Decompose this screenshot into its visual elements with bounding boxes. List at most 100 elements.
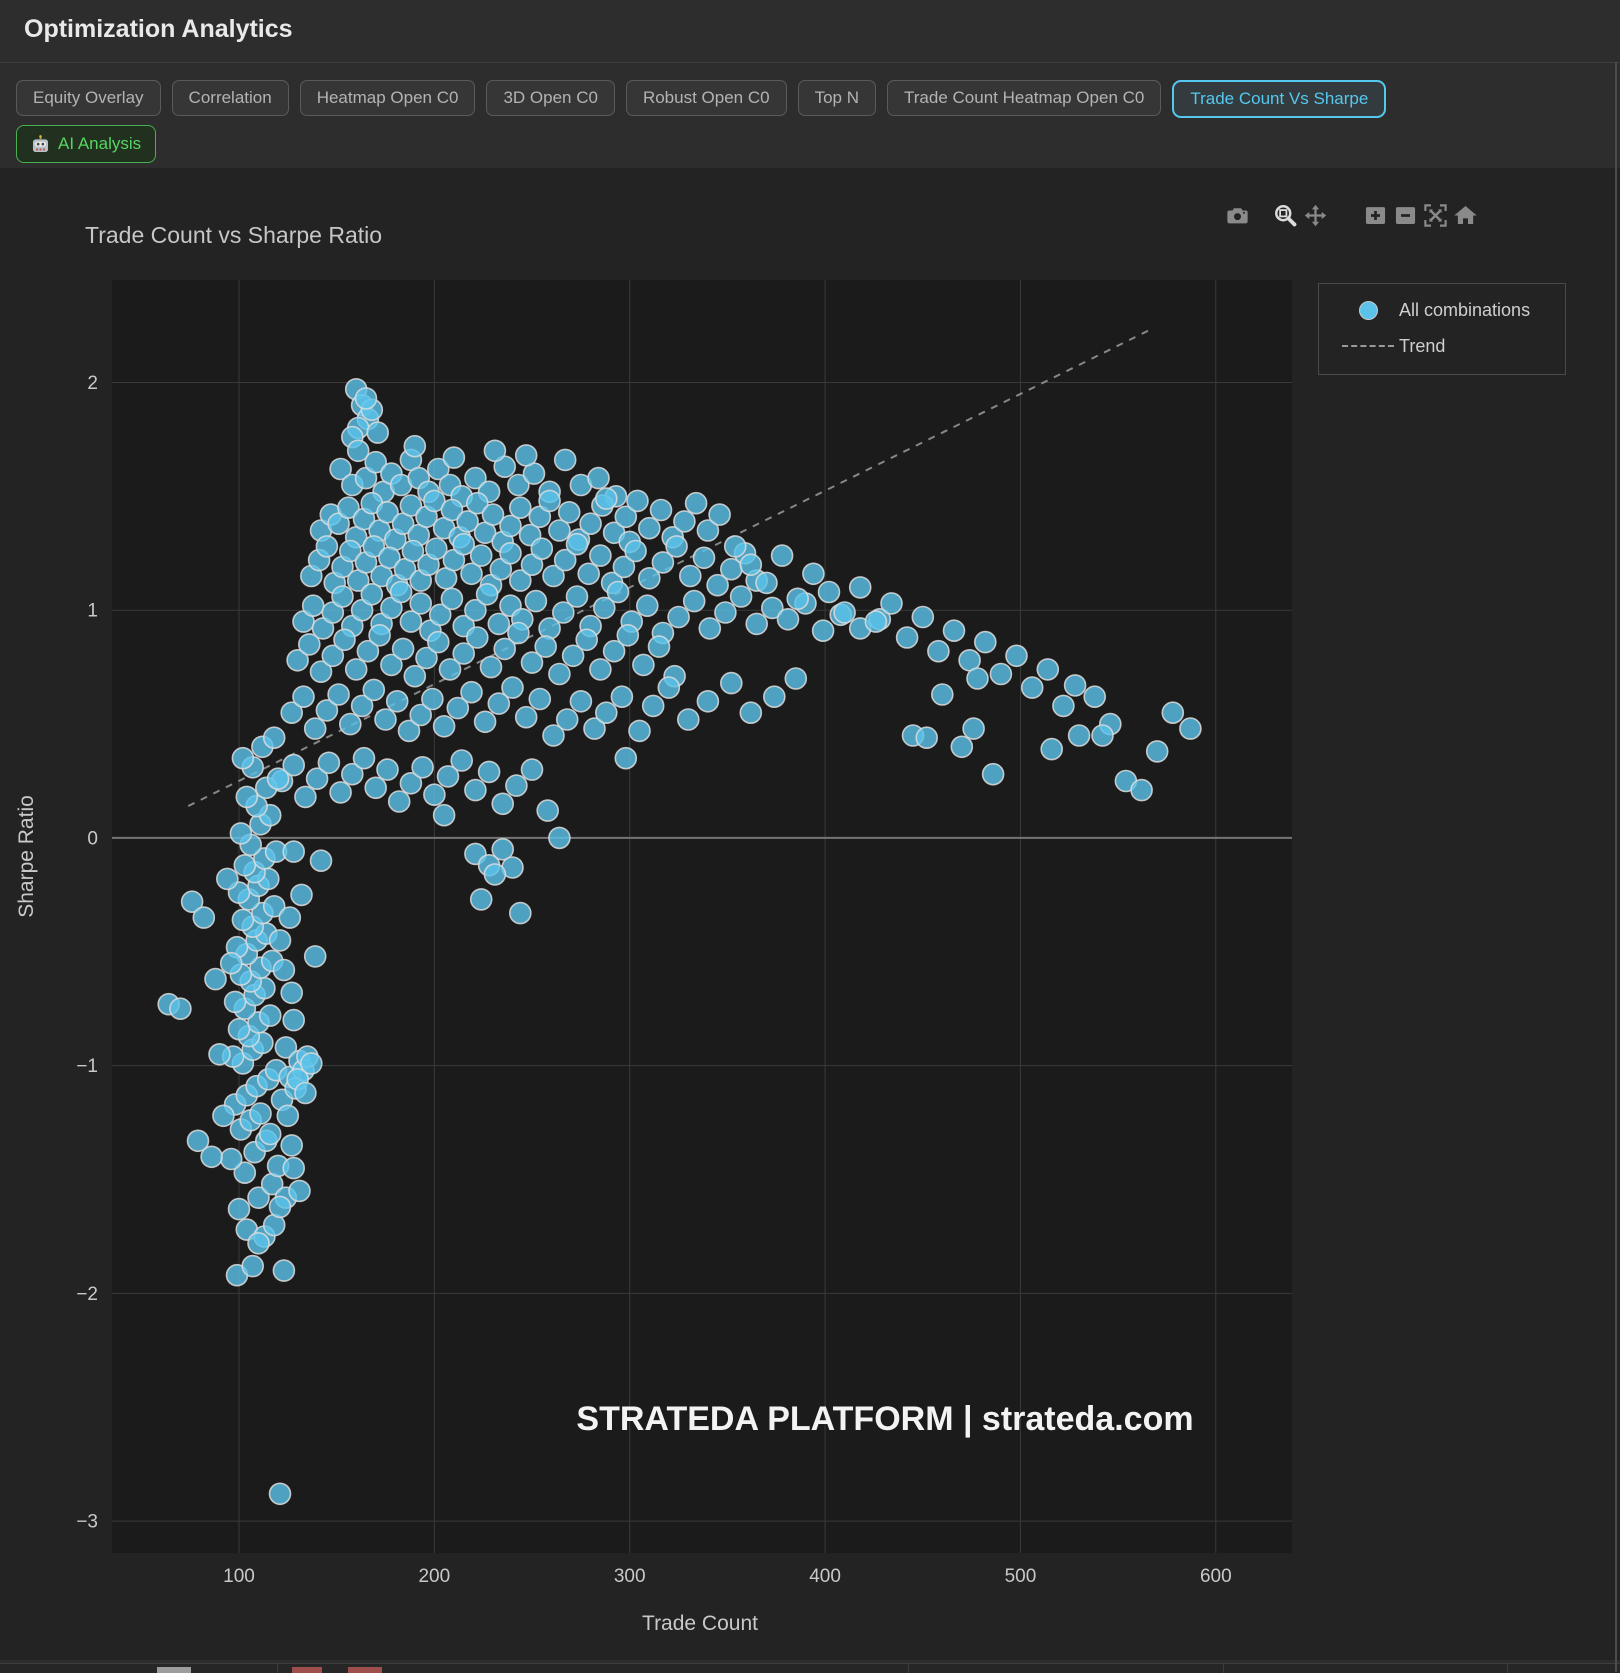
scatter-point xyxy=(651,551,675,574)
scatter-point xyxy=(442,446,466,469)
scatter-point xyxy=(200,1145,223,1169)
scatter-point xyxy=(397,719,421,743)
scatter-point xyxy=(962,717,985,740)
scatter-point xyxy=(208,1042,231,1066)
scatter-point xyxy=(290,883,313,907)
scatter-point xyxy=(362,535,386,558)
scatter-point xyxy=(487,692,511,715)
scatter-point xyxy=(1005,644,1028,668)
scatter-point xyxy=(508,901,532,925)
tab-robust-open-c0[interactable]: Robust Open C0 xyxy=(625,80,787,116)
scatter-point xyxy=(235,785,259,809)
scatter-point xyxy=(649,498,673,522)
scatter-point xyxy=(641,694,665,718)
scatter-point xyxy=(303,717,327,740)
scatter-point xyxy=(219,951,243,975)
scatter-point xyxy=(423,783,446,807)
scatter-chart[interactable]: STRATEDA PLATFORM | strateda.com Trade Co… xyxy=(0,168,1620,1660)
scatter-point xyxy=(673,510,696,533)
scatter-point xyxy=(723,535,747,558)
scatter-point xyxy=(530,537,554,561)
scatter-point xyxy=(346,439,370,463)
scatter-point xyxy=(477,760,501,784)
scatter-point xyxy=(247,1232,270,1255)
tab-trade-count-heatmap-open-c0[interactable]: Trade Count Heatmap Open C0 xyxy=(887,80,1162,116)
scatter-point xyxy=(399,771,423,795)
scatter-point xyxy=(981,762,1005,786)
legend-item-all-combinations[interactable]: All combinations xyxy=(1319,292,1565,328)
tab-correlation[interactable]: Correlation xyxy=(171,80,289,116)
autoscale-icon[interactable] xyxy=(1420,200,1450,230)
scatter-point xyxy=(784,667,808,690)
scatter-point xyxy=(483,439,507,463)
scatter-point xyxy=(1067,724,1091,747)
x-tick-label: 500 xyxy=(1005,1566,1037,1587)
scatter-point xyxy=(338,712,362,736)
scatter-point xyxy=(286,648,309,672)
scatter-point xyxy=(594,487,618,510)
scatter-point xyxy=(231,746,255,770)
scatter-point xyxy=(299,1052,323,1075)
scatter-point xyxy=(180,890,204,914)
scatter-point xyxy=(317,751,341,775)
scatter-point xyxy=(268,929,292,952)
zoom-in-icon[interactable] xyxy=(1360,200,1390,230)
scatter-point xyxy=(848,576,872,599)
scatter-point xyxy=(665,535,688,558)
scatter-point xyxy=(258,1122,282,1146)
scatter-point xyxy=(538,489,561,513)
scatter-point xyxy=(647,635,671,658)
zoom-out-icon[interactable] xyxy=(1390,200,1420,230)
scatter-point xyxy=(288,1179,311,1203)
scatter-point xyxy=(475,582,499,606)
plot-area[interactable] xyxy=(112,280,1292,1553)
tab-equity-overlay[interactable]: Equity Overlay xyxy=(16,80,161,116)
scatter-point xyxy=(501,676,524,699)
scatter-point xyxy=(387,790,411,813)
scatter-point xyxy=(802,562,825,586)
home-icon[interactable] xyxy=(1450,200,1480,230)
ai-analysis-button[interactable]: AI Analysis xyxy=(16,125,157,163)
legend-item-trend[interactable]: Trend xyxy=(1319,328,1565,364)
scatter-point xyxy=(612,555,636,579)
scatter-point xyxy=(1161,701,1185,725)
scatter-point xyxy=(469,888,493,911)
scatter-point xyxy=(483,863,507,886)
zoom-icon[interactable] xyxy=(1270,200,1300,230)
x-tick-label: 600 xyxy=(1200,1566,1232,1587)
scatter-point xyxy=(1040,737,1063,761)
scatter-point xyxy=(227,1197,251,1221)
scatter-point xyxy=(491,792,515,816)
scatter-point xyxy=(303,945,327,968)
scatter-point xyxy=(436,765,460,788)
scatter-point xyxy=(555,708,579,731)
scatter-point xyxy=(282,1156,306,1180)
scrollbar[interactable] xyxy=(1615,62,1617,1672)
x-tick-label: 100 xyxy=(223,1566,255,1587)
scatter-point xyxy=(282,840,306,863)
scatter-point xyxy=(272,1259,296,1282)
camera-icon[interactable] xyxy=(1222,200,1252,230)
scatter-point xyxy=(551,601,575,624)
scatter-point xyxy=(499,541,522,565)
tab-top-n[interactable]: Top N xyxy=(797,80,877,116)
scatter-point xyxy=(548,826,571,850)
chart-legend: All combinations Trend xyxy=(1318,283,1566,375)
scatter-point xyxy=(524,589,548,613)
tab-trade-count-vs-sharpe[interactable]: Trade Count Vs Sharpe xyxy=(1172,80,1387,118)
tab-heatmap-open-c0[interactable]: Heatmap Open C0 xyxy=(299,80,476,116)
scatter-point xyxy=(553,448,577,472)
scatter-point xyxy=(589,658,612,681)
tab-3d-open-c0[interactable]: 3D Open C0 xyxy=(486,80,615,116)
scatter-point xyxy=(479,655,503,679)
pan-icon[interactable] xyxy=(1300,200,1330,230)
scatter-point xyxy=(464,778,487,802)
scatter-point xyxy=(212,1104,235,1128)
scatter-point xyxy=(440,498,464,522)
scatter-point xyxy=(331,585,354,608)
y-axis-title: Sharpe Ratio xyxy=(15,795,38,918)
scatter-point xyxy=(385,689,409,713)
scatter-point xyxy=(614,505,638,529)
scatter-point xyxy=(423,489,446,513)
scatter-point xyxy=(169,997,192,1021)
